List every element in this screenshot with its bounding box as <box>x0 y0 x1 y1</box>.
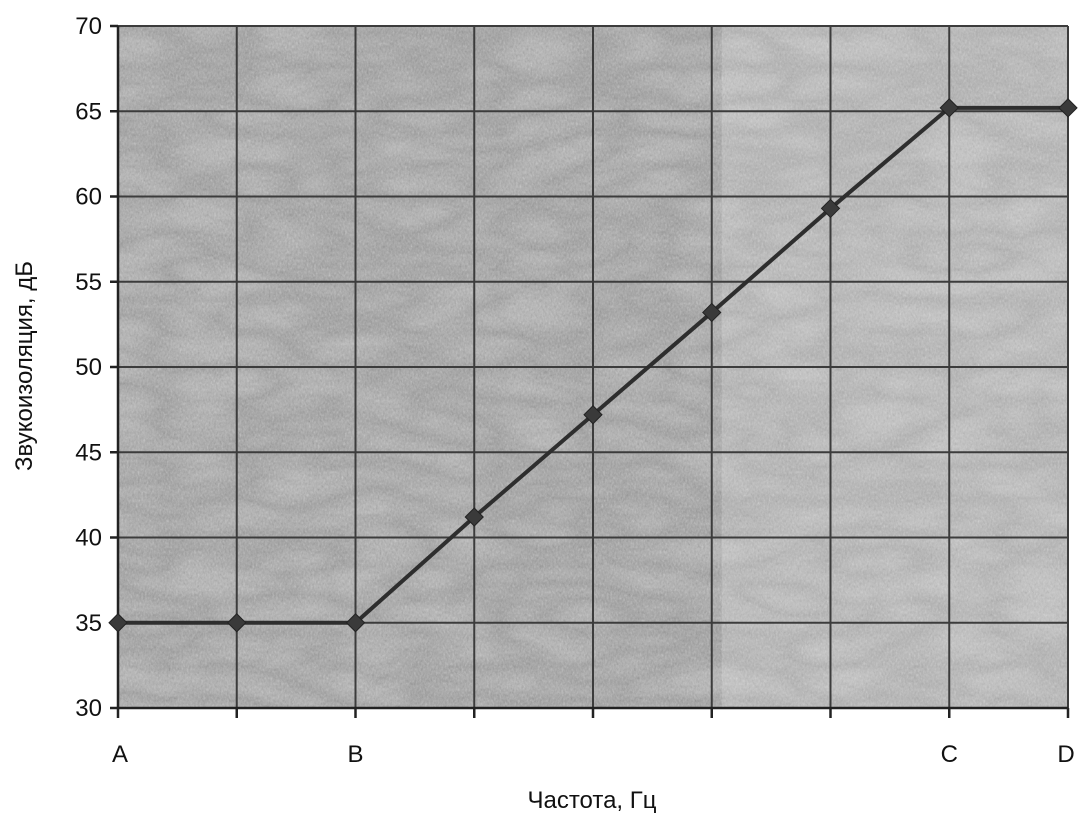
x-tick-labels: A B C D <box>112 741 1075 768</box>
y-tick-label: 40 <box>75 525 102 552</box>
data-point-marker <box>464 507 484 527</box>
data-point-marker <box>108 613 128 633</box>
data-point-marker <box>702 302 722 323</box>
y-tick-label: 35 <box>75 610 102 637</box>
data-point-marker <box>345 613 366 633</box>
y-tick-label: 65 <box>75 98 102 125</box>
x-tick-label: D <box>1057 741 1074 768</box>
y-tick-labels: 30 35 40 45 50 55 60 65 70 <box>75 13 102 722</box>
y-tick-label: 45 <box>75 439 102 466</box>
data-point-marker <box>1058 98 1078 118</box>
x-tick-label: B <box>347 741 363 768</box>
data-point-marker <box>583 405 603 425</box>
data-point-marker <box>939 98 959 118</box>
y-tick-label: 60 <box>75 184 102 211</box>
y-tick-label: 30 <box>75 695 102 722</box>
y-axis-title: Звукоизоляция, дБ <box>11 261 38 471</box>
series-group <box>108 98 1078 633</box>
y-tick-label: 55 <box>75 269 102 296</box>
axes <box>110 24 1070 718</box>
x-tick-label: A <box>112 741 128 768</box>
data-point-marker <box>820 198 841 219</box>
x-tick-label: C <box>941 741 958 768</box>
y-tick-label: 70 <box>75 13 102 40</box>
y-tick-label: 50 <box>75 354 102 381</box>
data-point-marker <box>227 613 247 633</box>
x-axis-title: Частота, Гц <box>527 787 656 814</box>
